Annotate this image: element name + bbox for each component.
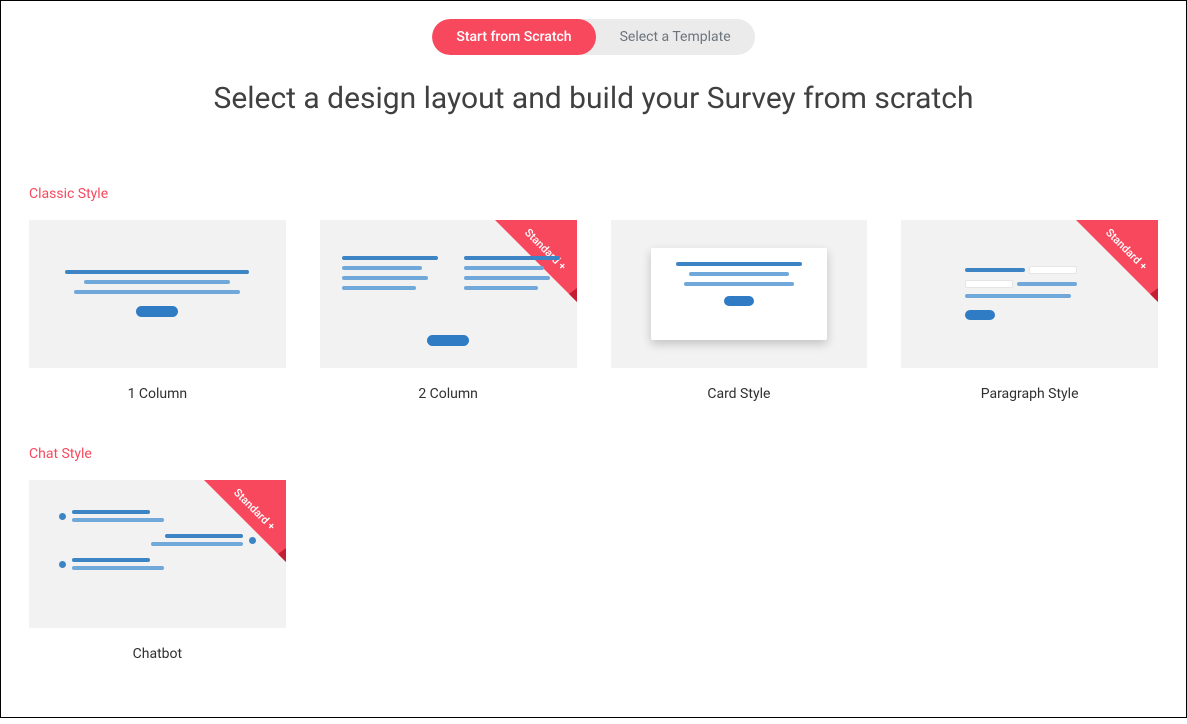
layout-label: Paragraph Style [981,386,1079,402]
layout-preview: Standard + [29,480,286,628]
layout-preview: Standard + [320,220,577,368]
layout-label: 1 Column [128,386,188,402]
section-chat-label: Chat Style [29,446,1158,462]
toggle-template[interactable]: Select a Template [596,19,755,55]
layout-card-style[interactable]: Card Style [611,220,868,402]
layout-label: 2 Column [418,386,478,402]
layout-preview: Standard + [901,220,1158,368]
layout-label: Card Style [707,386,770,402]
svg-text:Standard +: Standard + [1103,226,1150,273]
layout-chatbot[interactable]: Standard + [29,480,286,662]
layout-paragraph-style[interactable]: Standard + Paragra [901,220,1158,402]
toggle-scratch[interactable]: Start from Scratch [432,19,595,55]
chat-grid: Standard + [29,480,1158,662]
layout-two-column[interactable]: Standard + [320,220,577,402]
page-title: Select a design layout and build your Su… [29,81,1158,116]
classic-grid: 1 Column Standard + [29,220,1158,402]
mode-toggle: Start from Scratch Select a Template [29,19,1158,55]
layout-one-column[interactable]: 1 Column [29,220,286,402]
section-classic-label: Classic Style [29,186,1158,202]
layout-preview [611,220,868,368]
layout-preview [29,220,286,368]
layout-label: Chatbot [133,646,182,662]
